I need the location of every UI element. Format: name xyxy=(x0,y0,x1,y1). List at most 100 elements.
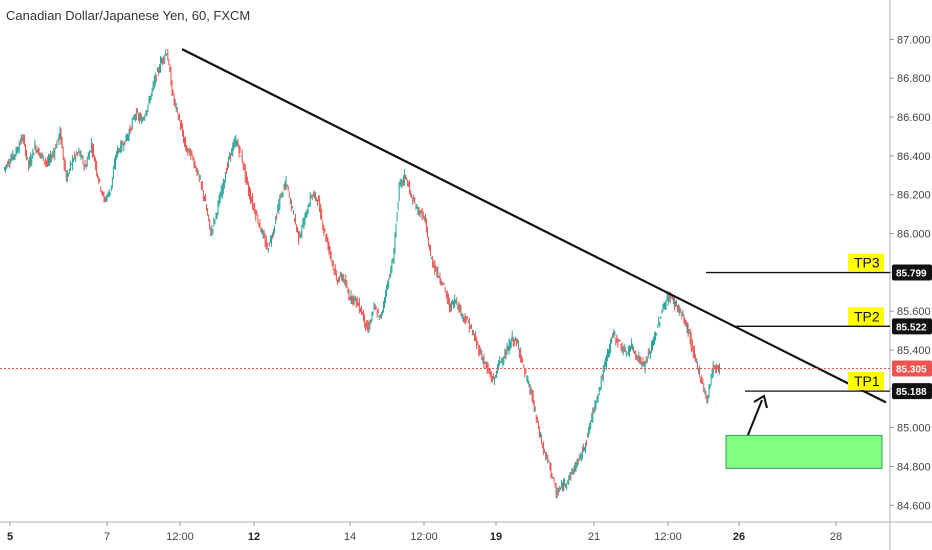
candle-body xyxy=(530,390,532,392)
candle-body xyxy=(116,152,117,156)
candle-body xyxy=(265,239,267,248)
candle-body xyxy=(477,341,479,345)
candle-body xyxy=(676,302,677,304)
candle-body xyxy=(552,477,554,479)
candle-body xyxy=(703,386,705,392)
candle-body xyxy=(499,358,501,365)
candle-body xyxy=(690,336,692,348)
candle-body xyxy=(429,245,430,251)
candle-body xyxy=(436,270,438,275)
candle-body xyxy=(108,192,110,198)
candle-body xyxy=(702,382,704,385)
candle-body xyxy=(92,146,93,154)
candle-body xyxy=(567,481,569,483)
candle-body xyxy=(133,117,135,119)
candle-body xyxy=(397,202,399,209)
candle-body xyxy=(36,150,38,152)
candle-body xyxy=(76,152,78,154)
candle-body xyxy=(706,397,708,401)
candle-body xyxy=(58,134,60,142)
candle-body xyxy=(590,422,592,427)
price-tick-label: 86.800 xyxy=(897,73,931,85)
tp-label: TP3 xyxy=(854,255,880,271)
tp-label-bg xyxy=(848,253,884,272)
candle-body xyxy=(139,116,140,120)
candle-body xyxy=(26,153,27,157)
candle-body xyxy=(637,359,639,361)
candle-body xyxy=(594,402,596,409)
candle-body xyxy=(349,298,351,300)
time-tick-label: 12:00 xyxy=(166,531,194,543)
candle-body xyxy=(266,244,268,248)
candle-body xyxy=(44,160,46,163)
candle-body xyxy=(324,230,326,232)
tp-label: TP1 xyxy=(854,373,880,389)
candle-body xyxy=(145,113,147,115)
candle-body xyxy=(54,149,56,156)
candle-body xyxy=(408,186,409,188)
candle-body xyxy=(606,355,607,366)
candle-body xyxy=(390,267,392,275)
tp-label: TP2 xyxy=(854,308,880,324)
candle-body xyxy=(587,435,588,437)
candle-body xyxy=(396,213,398,220)
candle-body xyxy=(240,155,242,157)
candle-body xyxy=(698,368,699,372)
candle-body xyxy=(199,179,201,181)
candle-body xyxy=(713,364,715,367)
candle-body xyxy=(243,166,245,168)
candle-body xyxy=(121,142,123,149)
candle-body xyxy=(708,388,710,395)
candle-body xyxy=(599,387,601,389)
candle-body xyxy=(376,313,378,316)
candle-body xyxy=(185,140,186,149)
candle-body xyxy=(257,218,259,223)
candle-body xyxy=(443,283,445,285)
candle-body xyxy=(169,65,171,72)
candle-body xyxy=(306,212,308,217)
candle-body xyxy=(107,192,109,194)
candle-body xyxy=(509,341,511,350)
candle-body xyxy=(642,361,644,363)
candle-body xyxy=(111,177,113,185)
candle-body xyxy=(566,484,568,486)
candle-body xyxy=(439,276,441,281)
candle-body xyxy=(131,120,133,127)
candle-body xyxy=(611,339,613,344)
candle-body xyxy=(118,148,119,152)
candle-body xyxy=(426,220,427,228)
candle-body xyxy=(683,314,685,323)
candle-body xyxy=(651,342,652,350)
candle-body xyxy=(596,398,598,400)
candle-body xyxy=(91,142,92,149)
candle-body xyxy=(236,142,238,144)
last-price-badge xyxy=(892,360,932,377)
candle-body xyxy=(241,154,243,162)
candle-body xyxy=(70,162,71,167)
candle-body xyxy=(520,350,521,359)
candle-body xyxy=(182,127,183,135)
candle-body xyxy=(344,279,346,283)
candle-body xyxy=(183,134,184,142)
candle-body xyxy=(171,82,173,93)
chart-title: Canadian Dollar/Japanese Yen, 60, FXCM xyxy=(6,8,251,23)
candle-body xyxy=(391,263,393,271)
candle-body xyxy=(660,317,662,319)
candle-body xyxy=(212,229,214,231)
candle-body xyxy=(239,146,241,151)
candle-body xyxy=(493,375,494,379)
candle-body xyxy=(392,260,394,263)
candle-body xyxy=(592,409,594,421)
candle-body xyxy=(454,298,456,306)
candle-body xyxy=(645,359,647,361)
time-tick-label: 12:00 xyxy=(410,531,438,543)
candle-body xyxy=(211,229,213,232)
candle-body xyxy=(305,211,307,215)
candle-body xyxy=(414,201,416,204)
candle-body xyxy=(27,157,28,159)
candle-body xyxy=(639,357,641,360)
candle-body xyxy=(628,348,629,352)
candle-body xyxy=(556,492,558,494)
candle-body xyxy=(557,491,559,493)
